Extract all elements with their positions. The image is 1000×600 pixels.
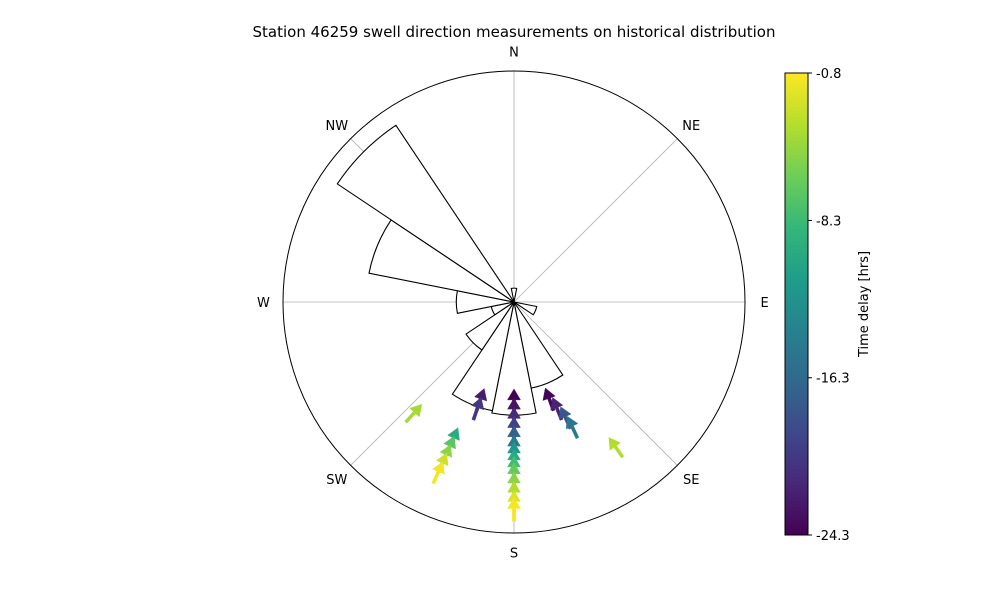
measurement-arrow: [565, 415, 580, 440]
colorbar-label: Time delay [hrs]: [857, 251, 872, 358]
polar-frame: [282, 70, 746, 534]
measurement-arrow: [471, 396, 485, 421]
colorbar-tick-label: -8.3: [816, 214, 841, 229]
histogram-bar: [513, 301, 538, 316]
colorbar-gradient: [784, 72, 809, 536]
compass-label-w: W: [257, 296, 270, 311]
grid-spoke: [513, 301, 678, 466]
colorbar: -0.8 -8.3 -16.3 -24.3 Time delay [hrs]: [784, 67, 872, 544]
grid-spoke: [513, 138, 678, 303]
measurement-arrow: [608, 437, 625, 459]
compass-label-s: S: [510, 547, 518, 562]
direction-histogram: [336, 124, 564, 416]
compass-label-n: N: [509, 45, 519, 60]
measurement-arrow: [507, 497, 521, 522]
compass-label-nw: NW: [326, 119, 349, 134]
histogram-bar: [510, 287, 518, 303]
histogram-bar: [451, 301, 515, 412]
polar-axis: N NE E SE S SW W NW: [257, 45, 769, 561]
colorbar-ticks: -0.8 -8.3 -16.3 -24.3: [808, 67, 850, 544]
compass-labels: N NE E SE S SW W NW: [257, 45, 769, 561]
histogram-bar: [465, 301, 515, 351]
measurement-arrows: [404, 387, 625, 522]
compass-label-ne: NE: [682, 119, 700, 134]
chart-title: Station 46259 swell direction measuremen…: [253, 23, 776, 41]
measurement-arrow: [431, 461, 445, 485]
colorbar-tick-label: -24.3: [816, 529, 850, 544]
compass-label-e: E: [760, 296, 768, 311]
compass-label-sw: SW: [326, 473, 347, 488]
colorbar-tick-label: -16.3: [816, 372, 850, 387]
compass-label-se: SE: [683, 473, 699, 488]
histogram-bar: [336, 124, 515, 303]
measurement-arrow: [404, 404, 423, 424]
colorbar-tick-label: -0.8: [816, 67, 841, 82]
